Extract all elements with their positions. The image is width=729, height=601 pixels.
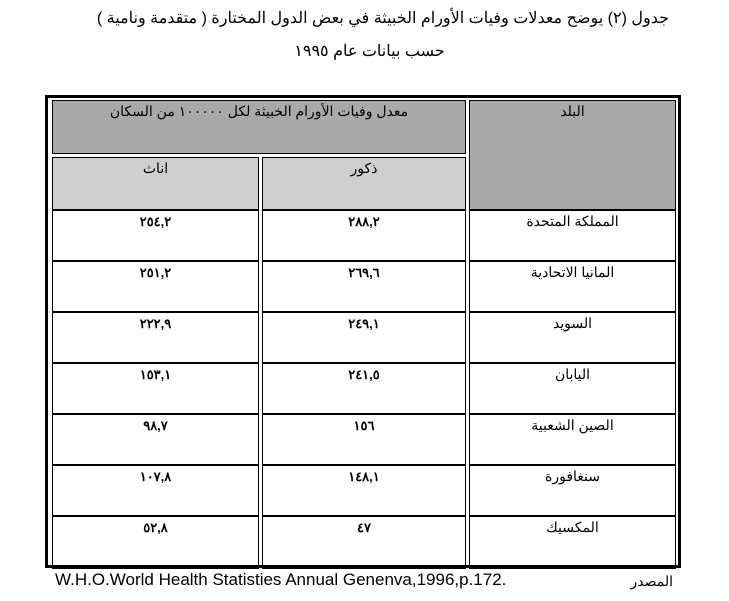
source-citation: W.H.O.World Health Statisties Annual Gen… — [55, 570, 507, 589]
row-females: ٩٨,٧ — [52, 414, 259, 465]
row-females: ٢٢٢,٩ — [52, 312, 259, 363]
table-title: جدول (٢) يوضح معدلات وفيات الأورام الخبي… — [96, 10, 669, 27]
row-country: الصين الشعبية — [469, 414, 676, 465]
row-females: ٢٥١,٢ — [52, 261, 259, 312]
header-country: البلد — [469, 100, 676, 210]
row-males: ١٤٨,١ — [262, 465, 466, 516]
row-country: المكسيك — [469, 516, 676, 569]
row-country: السويد — [469, 312, 676, 363]
row-females: ١٥٣,١ — [52, 363, 259, 414]
source-footer: المصدر W.H.O.World Health Statisties Ann… — [55, 570, 673, 590]
row-females: ١٠٧,٨ — [52, 465, 259, 516]
row-males: ٢٤٩,١ — [262, 312, 466, 363]
header-males: ذكور — [262, 157, 466, 210]
header-rate-group: معدل وفيات الأورام الخبيثة لكل ١٠٠٠٠٠ من… — [52, 100, 466, 154]
source-label: المصدر — [630, 573, 674, 589]
row-males: ٢٤١,٥ — [262, 363, 466, 414]
row-country: المملكة المتحدة — [469, 210, 676, 261]
row-country: اليابان — [469, 363, 676, 414]
row-females: ٥٢,٨ — [52, 516, 259, 569]
row-males: ١٥٦ — [262, 414, 466, 465]
row-males: ٢٦٩,٦ — [262, 261, 466, 312]
row-country: سنغافورة — [469, 465, 676, 516]
row-country: المانيا الاتحادية — [469, 261, 676, 312]
header-females: اناث — [52, 157, 259, 210]
row-females: ٢٥٤,٢ — [52, 210, 259, 261]
row-males: ٤٧ — [262, 516, 466, 569]
row-males: ٢٨٨,٢ — [262, 210, 466, 261]
table-subtitle: حسب بيانات عام ١٩٩٥ — [294, 43, 445, 60]
data-table: البلد معدل وفيات الأورام الخبيثة لكل ١٠٠… — [45, 95, 681, 569]
